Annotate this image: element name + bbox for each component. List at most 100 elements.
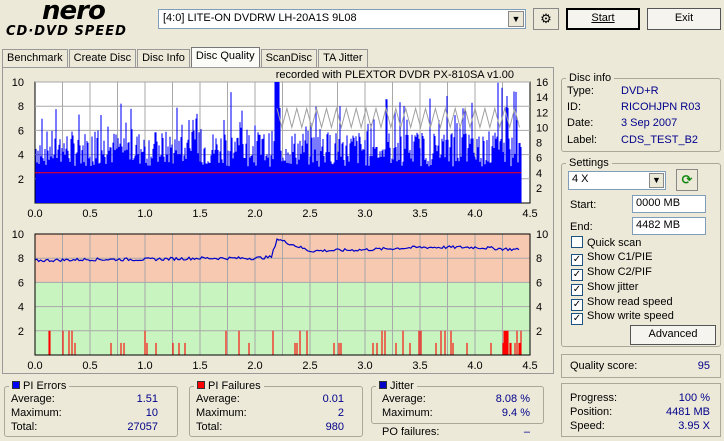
tab-disc-quality[interactable]: Disc Quality [190, 47, 260, 68]
x-tick-label: 1.5 [192, 208, 207, 220]
show-jitter-label: Show jitter [587, 281, 639, 293]
pi-failures-max-value: 2 [337, 407, 344, 419]
start-label: Start: [570, 199, 597, 211]
position-label: Position: [570, 406, 613, 418]
chart1-pie-bars [35, 82, 522, 203]
tab-disc-info[interactable]: Disc Info [137, 49, 190, 68]
tab-benchmark[interactable]: Benchmark [2, 49, 68, 68]
exit-button[interactable]: Exit [647, 8, 721, 30]
y-left-tick-label: 10 [12, 229, 24, 241]
advanced-button[interactable]: Advanced [630, 325, 716, 345]
check-icon[interactable]: ✓ [571, 299, 583, 311]
drive-refresh-button[interactable]: ⚙ [533, 8, 559, 30]
y-right-tick-label: 2 [536, 326, 542, 338]
chart1-y-left-ticks: 2 4 6 8 10 [12, 77, 24, 186]
exit-button-label: Exit [674, 12, 694, 24]
y-left-tick-label: 10 [12, 77, 24, 89]
show-c1-pie-label: Show C1/PIE [587, 251, 653, 263]
disc-type-label: Type: [567, 85, 594, 97]
write-speed-line [276, 106, 521, 130]
speed-value: 3.95 X [678, 420, 710, 432]
pi-errors-max-value: 10 [145, 407, 158, 419]
pi-errors-total-label: Total: [11, 421, 38, 433]
chevron-down-icon[interactable]: ▼ [649, 173, 664, 188]
tab-create-disc[interactable]: Create Disc [68, 49, 137, 68]
chart2-x-ticks: 0.0 0.5 1.0 1.5 2.0 2.5 3.0 3.5 4.0 4.5 [27, 360, 537, 372]
x-tick-label: 0.5 [82, 360, 97, 372]
start-button-label: Start [591, 12, 615, 24]
pi-errors-avg-value: 1.51 [136, 393, 158, 405]
pi-errors-color-swatch [12, 381, 20, 389]
x-tick-label: 3.0 [357, 360, 372, 372]
show-write-speed-label: Show write speed [587, 310, 674, 322]
disc-type-value: DVD+R [621, 85, 659, 97]
jitter-avg-value: 8.08 % [495, 393, 530, 405]
drive-select-value: [4:0] LITE-ON DVDRW LH-20A1S 9L08 [163, 12, 357, 24]
end-mb-input[interactable]: 4482 MB [632, 217, 706, 235]
chevron-down-icon[interactable]: ▼ [508, 11, 524, 27]
chart2-plot-border [34, 233, 531, 356]
show-write-speed-checkbox[interactable]: ✓ Show write speed [571, 310, 674, 325]
pi-errors-max-label: Maximum: [11, 407, 62, 419]
progress-label: Progress: [570, 392, 618, 404]
chart1-y-right-ticks: 2 4 6 8 10 12 14 16 [536, 77, 548, 195]
chart2-y-left-ticks: 2 4 6 8 10 [12, 229, 24, 338]
y-right-tick-label: 2 [536, 183, 542, 195]
y-left-tick-label: 4 [18, 150, 24, 162]
jitter-legend-text: Jitter [390, 380, 414, 392]
disc-id-value: RICOHJPN R03 [621, 101, 701, 113]
check-icon[interactable]: ✓ [571, 269, 583, 281]
disc-label-value: CDS_TEST_B2 [621, 134, 699, 146]
tab-bar: Benchmark Create Disc Disc Info Disc Qua… [2, 47, 369, 68]
show-c2-pif-checkbox[interactable]: ✓ Show C2/PIF [571, 266, 652, 281]
y-left-tick-label: 6 [18, 277, 24, 289]
x-tick-label: 3.5 [412, 360, 427, 372]
y-right-tick-label: 8 [536, 138, 542, 150]
refresh-speed-button[interactable]: ⟳ [676, 169, 698, 191]
show-c1-pie-checkbox[interactable]: ✓ Show C1/PIE [571, 251, 652, 266]
jitter-color-swatch [379, 381, 387, 389]
position-value: 4481 MB [665, 406, 710, 418]
show-read-speed-checkbox[interactable]: ✓ Show read speed [571, 296, 673, 311]
pi-errors-avg-label: Average: [11, 393, 55, 405]
chart-header: recorded with PLEXTOR DVDR PX-810SA v1.0… [276, 69, 514, 81]
y-right-tick-label: 16 [536, 77, 548, 89]
checkbox-box[interactable] [571, 236, 583, 248]
chart1-x-ticks: 0.0 0.5 1.0 1.5 2.0 2.5 3.0 3.5 4.0 4.5 [27, 208, 537, 220]
start-mb-input[interactable]: 0000 MB [632, 195, 706, 213]
progress-value: 100 % [678, 392, 710, 404]
pi-errors-legend: PI Errors [9, 380, 69, 392]
pi-failures-avg-label: Average: [196, 393, 240, 405]
pi-failures-legend: PI Failures [194, 380, 264, 392]
refresh-icon: ⟳ [681, 172, 693, 187]
jitter-legend: Jitter [376, 380, 417, 392]
x-tick-label: 3.5 [412, 208, 427, 220]
y-left-tick-label: 4 [18, 302, 24, 314]
quality-score-label: Quality score: [570, 360, 638, 372]
show-jitter-checkbox[interactable]: ✓ Show jitter [571, 281, 638, 296]
chart2-jitter-line [34, 238, 520, 263]
x-tick-label: 4.5 [522, 360, 537, 372]
chart1-write-speed [276, 106, 521, 130]
y-left-tick-label: 8 [18, 253, 24, 265]
x-tick-label: 4.0 [467, 208, 482, 220]
check-icon[interactable]: ✓ [571, 254, 583, 266]
tab-ta-jitter[interactable]: TA Jitter [318, 49, 368, 68]
pi-errors-chart: 2 4 6 8 10 2 4 6 8 10 12 14 16 0.0 0.5 1.0 1.5 2.0 2.5 3.… [12, 77, 549, 220]
disc-id-label: ID: [567, 101, 582, 113]
check-icon[interactable]: ✓ [571, 313, 583, 325]
disc-info-group: Disc info [561, 72, 721, 152]
x-tick-label: 1.0 [137, 360, 152, 372]
drive-select[interactable]: [4:0] LITE-ON DVDRW LH-20A1S 9L08 ▼ [158, 9, 526, 29]
y-right-tick-label: 14 [536, 92, 548, 104]
check-icon[interactable]: ✓ [571, 284, 583, 296]
quick-scan-checkbox[interactable]: Quick scan [571, 236, 641, 249]
jitter-max-label: Maximum: [382, 407, 433, 419]
pi-failures-total-value: 980 [325, 421, 344, 433]
speed-select[interactable]: 4 X ▼ [568, 171, 666, 190]
tab-panel [2, 67, 554, 374]
tab-scandisc[interactable]: ScanDisc [260, 49, 318, 68]
advanced-button-label: Advanced [648, 328, 698, 340]
start-button[interactable]: Start [566, 8, 640, 30]
disc-info-legend: Disc info [569, 72, 612, 84]
